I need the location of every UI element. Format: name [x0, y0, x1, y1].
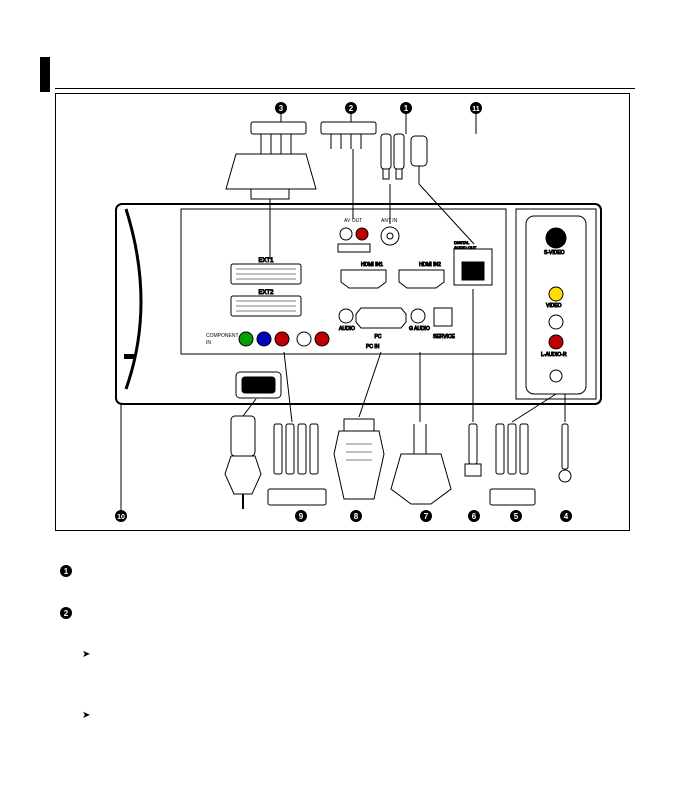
svg-text:AUDIO: AUDIO	[339, 326, 355, 332]
svg-text:10: 10	[117, 514, 125, 521]
hdmi-plug-icon	[225, 416, 261, 509]
svg-text:VIDEO: VIDEO	[546, 303, 562, 309]
side-tab	[40, 57, 50, 92]
svg-text:SERVICE: SERVICE	[433, 334, 456, 340]
svg-text:11: 11	[472, 106, 480, 113]
note-arrow-icon: ➤	[82, 710, 90, 721]
legend-section: 1 2 ➤ ➤	[60, 565, 630, 771]
rca-bundle-4-icon	[268, 424, 326, 505]
svg-text:3: 3	[279, 104, 284, 113]
headphone-jack-icon	[559, 424, 571, 482]
rear-panel-diagram: 3 2 1 11	[55, 93, 630, 531]
svg-text:COMPONENT: COMPONENT	[206, 333, 239, 339]
title-divider	[55, 88, 635, 90]
callout-bottom-6: 6	[468, 510, 480, 522]
callout-bottom-4: 4	[560, 510, 572, 522]
callout-bottom-8: 8	[350, 510, 362, 522]
legend-number-2: 2	[60, 607, 72, 619]
callout-bottom-5: 5	[510, 510, 522, 522]
rca-pair-icon	[381, 134, 404, 179]
svg-text:HDMI IN1: HDMI IN1	[361, 262, 383, 268]
svg-text:ANT IN: ANT IN	[381, 218, 398, 224]
svg-text:G AUDIO: G AUDIO	[409, 326, 430, 332]
svg-text:IN: IN	[206, 340, 211, 346]
note-arrow-icon: ➤	[82, 649, 90, 660]
coax-plug-icon	[411, 136, 427, 184]
callout-top-11: 11	[470, 102, 482, 134]
legend-item-2: 2	[60, 607, 630, 619]
callout-bottom-9: 9	[295, 510, 307, 522]
svg-text:1: 1	[404, 104, 409, 113]
scart-plug-icon	[226, 122, 316, 199]
svg-text:8: 8	[354, 512, 359, 521]
svg-text:2: 2	[349, 104, 354, 113]
power-inlet	[236, 372, 281, 398]
power-clip	[124, 354, 134, 359]
svg-text:PC IN: PC IN	[366, 344, 380, 350]
svg-text:PC: PC	[375, 334, 382, 340]
svg-text:L-AUDIO-R: L-AUDIO-R	[541, 352, 567, 358]
vga-plug-icon	[334, 419, 384, 499]
legend-note-1: ➤	[82, 649, 630, 660]
callout-bottom-7: 7	[420, 510, 432, 522]
callout-top-1: 1	[400, 102, 412, 134]
svg-text:9: 9	[299, 512, 304, 521]
svg-text:HDMI IN2: HDMI IN2	[419, 262, 441, 268]
svg-text:AUDIO OUT: AUDIO OUT	[454, 245, 477, 250]
legend-item-1: 1	[60, 565, 630, 577]
svg-text:5: 5	[514, 512, 519, 521]
svg-text:4: 4	[564, 512, 569, 521]
callout-bottom-10: 10	[115, 510, 127, 522]
svg-text:6: 6	[472, 512, 477, 521]
svg-text:EXT2: EXT2	[258, 290, 274, 296]
optical-plug-icon	[391, 424, 451, 504]
legend-note-2: ➤	[82, 710, 630, 721]
legend-number-1: 1	[60, 565, 72, 577]
single-jack-icon	[465, 424, 481, 476]
side-av-panel: S-VIDEO VIDEO L-AUDIO-R	[526, 216, 586, 394]
scart-cap-icon	[321, 122, 376, 149]
svg-text:EXT1: EXT1	[258, 258, 274, 264]
svg-text:S-VIDEO: S-VIDEO	[544, 250, 565, 256]
rca-bundle-3-icon	[490, 424, 535, 505]
diagram-svg: 3 2 1 11	[56, 94, 631, 532]
svg-text:7: 7	[424, 512, 429, 521]
